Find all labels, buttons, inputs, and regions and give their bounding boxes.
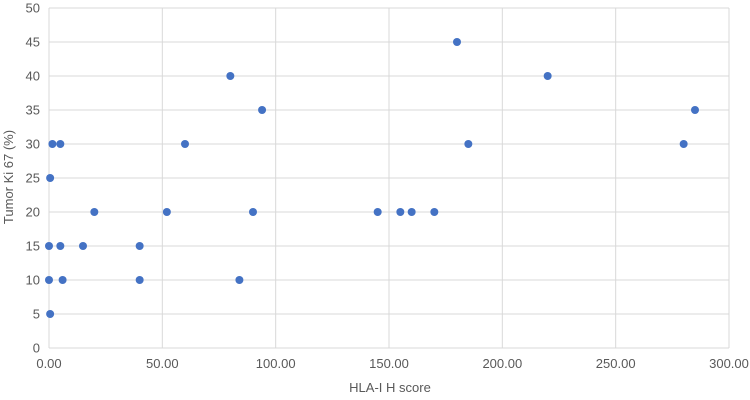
data-point (135, 276, 144, 284)
data-point (249, 208, 257, 216)
y-tick-label: 15 (26, 239, 40, 254)
x-tick-label: 100.00 (256, 356, 296, 371)
data-point (235, 276, 244, 284)
x-tick-label: 250.00 (596, 356, 636, 371)
data-point (430, 208, 439, 216)
y-axis-title: Tumor Ki 67 (%) (1, 130, 16, 224)
data-point (45, 242, 53, 250)
x-tick-label: 300.00 (709, 356, 749, 371)
y-tick-label: 30 (26, 137, 40, 152)
data-point (679, 140, 688, 148)
x-axis-title: HLA-I H score (349, 380, 431, 395)
y-tick-label: 25 (26, 171, 40, 186)
data-point (226, 72, 235, 80)
x-tick-label: 0.00 (36, 356, 61, 371)
data-point (56, 242, 65, 250)
y-tick-label: 5 (33, 307, 40, 322)
x-tick-label: 50.00 (146, 356, 179, 371)
y-tick-label: 50 (26, 1, 40, 16)
y-tick-label: 10 (26, 273, 40, 288)
data-points (45, 38, 699, 318)
data-point (464, 140, 473, 148)
data-point (396, 208, 405, 216)
data-point (90, 208, 99, 216)
data-point (45, 276, 53, 284)
y-tick-label: 35 (26, 103, 40, 118)
data-point (46, 310, 55, 318)
y-tick-label: 45 (26, 35, 40, 50)
data-point (135, 242, 144, 250)
data-point (162, 208, 171, 216)
x-tick-label: 150.00 (369, 356, 409, 371)
data-point (453, 38, 461, 46)
data-point (48, 140, 57, 148)
data-point (543, 72, 552, 80)
data-point (258, 106, 267, 114)
y-tick-label: 20 (26, 205, 40, 220)
x-tick-label: 200.00 (482, 356, 522, 371)
x-axis-tick-labels: 0.00 50.00 100.00 150.00 200.00 250.00 300.00 (36, 356, 749, 371)
gridlines (48, 7, 730, 349)
data-point (407, 208, 416, 216)
y-tick-label: 0 (33, 341, 40, 356)
data-point (58, 276, 67, 284)
data-point (79, 242, 87, 250)
data-point (181, 140, 189, 148)
data-point (373, 208, 382, 216)
y-axis-tick-labels: 0 5 10 15 20 25 30 35 40 45 50 (26, 1, 40, 356)
data-point (56, 140, 65, 148)
y-tick-label: 40 (26, 69, 40, 84)
data-point (691, 106, 699, 114)
data-point (46, 174, 55, 182)
